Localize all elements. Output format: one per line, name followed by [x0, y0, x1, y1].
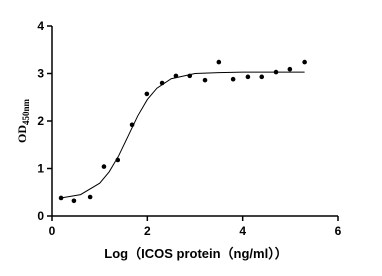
data-point [115, 157, 121, 163]
data-point [245, 74, 251, 80]
y-axis-label: OD450nm [15, 99, 31, 144]
data-point [273, 69, 279, 75]
y-label-main: OD [15, 125, 29, 143]
x-axis-label: Log（ICOS protein（ng/ml）） [104, 246, 287, 261]
data-point [259, 74, 265, 80]
data-point [129, 122, 135, 128]
data-point [216, 59, 222, 65]
data-point [101, 164, 107, 169]
data-point [287, 66, 293, 72]
data-point [87, 194, 93, 200]
data-point [202, 77, 208, 83]
data-point [302, 59, 307, 65]
fit-curve [61, 71, 305, 199]
data-point [187, 73, 193, 79]
x-tick-label: 4 [239, 224, 246, 238]
data-point [159, 80, 165, 86]
x-tick-label: 2 [144, 224, 151, 238]
y-tick-label: 1 [37, 162, 44, 176]
y-tick-label: 3 [37, 67, 44, 81]
y-label-sub: 450nm [21, 99, 31, 126]
data-point [71, 198, 77, 204]
data-point [58, 195, 64, 201]
y-tick-label: 2 [37, 114, 44, 128]
data-point [173, 73, 179, 79]
y-tick-label: 4 [37, 19, 44, 33]
x-tick-label: 0 [49, 224, 56, 238]
x-tick-label: 6 [335, 224, 342, 238]
data-point [144, 91, 150, 97]
data-point [230, 76, 236, 82]
y-tick-label: 0 [37, 209, 44, 223]
